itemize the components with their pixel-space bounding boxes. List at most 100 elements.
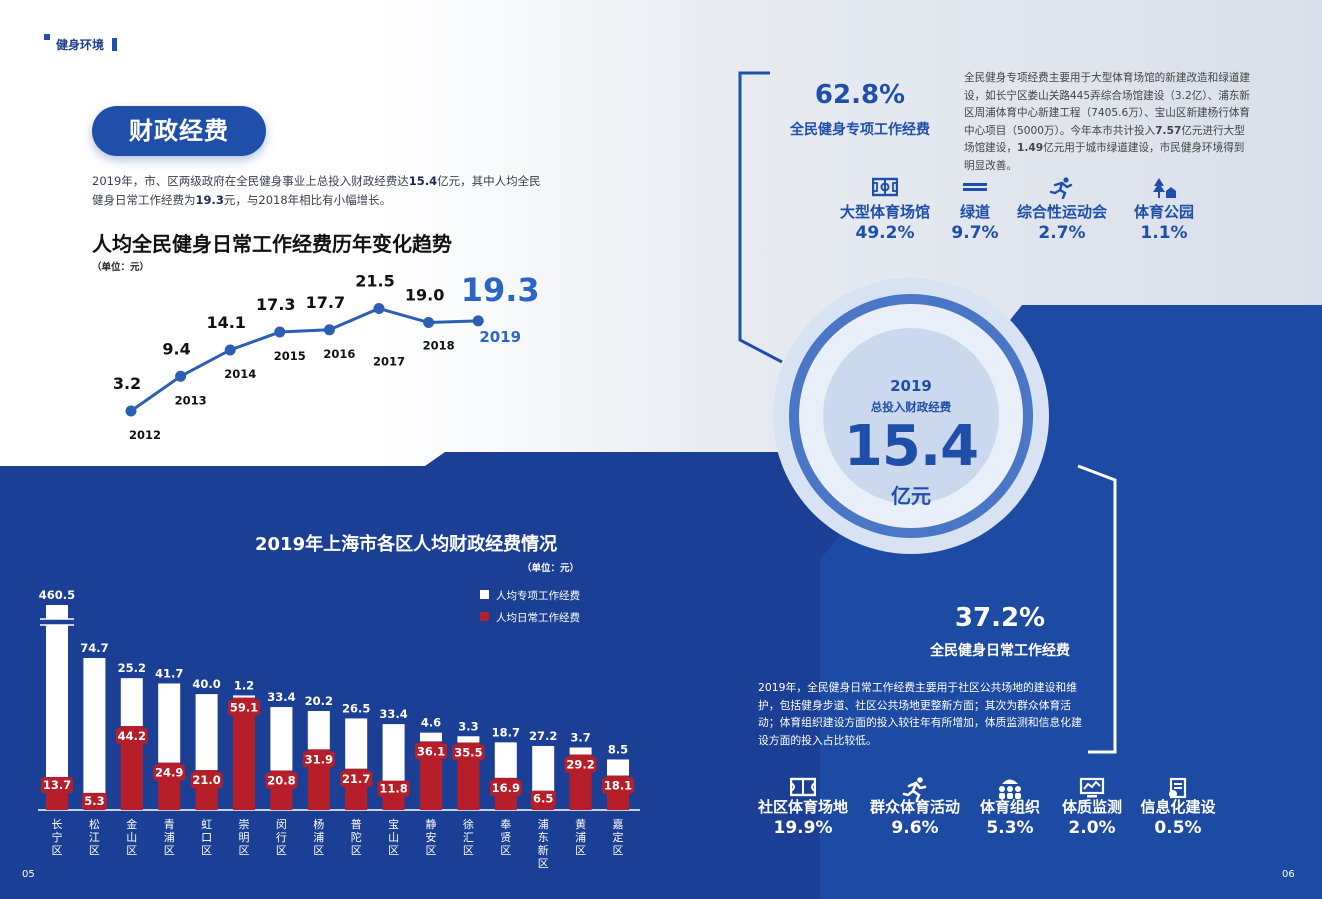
bar-category-label: 奉 — [500, 817, 511, 831]
funding-item-label: 体育公园 — [1133, 203, 1194, 221]
trend-point — [274, 326, 286, 338]
funding-item-label: 体质监测 — [1061, 798, 1122, 816]
bar-daily-value-box — [602, 777, 634, 794]
daily-paragraph: 2019年，全民健身日常工作经费主要用于社区公共场地的建设和维护，包括健身步道、… — [758, 681, 1082, 747]
legend-label: 人均专项工作经费 — [496, 589, 580, 602]
tag-bar-icon — [112, 38, 118, 51]
center-disc — [823, 328, 999, 504]
bar-daily-value-box — [115, 728, 148, 745]
bar-category-label: 贤 — [500, 831, 511, 844]
trend-year-label: 2013 — [175, 393, 207, 407]
special-bracket — [738, 71, 783, 364]
bar-daily-value-box — [190, 772, 223, 789]
funding-item-label: 体育组织 — [979, 798, 1040, 816]
bar-category-label: 区 — [538, 857, 549, 870]
trend-point — [373, 303, 385, 315]
trend-value-label: 21.5 — [355, 272, 394, 291]
funding-item: 群众体育活动 9.6% — [855, 797, 975, 839]
bar-category-label: 松 — [89, 817, 100, 831]
bar-category-label: 闵 — [276, 817, 287, 831]
bar-special-segment — [607, 759, 629, 776]
bar-special-segment — [382, 724, 405, 788]
trend-point — [423, 317, 435, 329]
bar-daily-value-box — [564, 756, 597, 773]
bar-daily-value: 31.9 — [305, 752, 333, 766]
bar-special-segment — [457, 736, 480, 743]
bar-unit: （单位：元） — [522, 563, 580, 574]
trend-value-label: 19.0 — [405, 286, 444, 305]
legend-swatch — [480, 612, 489, 621]
bar-special-segment — [420, 732, 442, 742]
bar-daily-value-box — [340, 770, 373, 787]
trend-value-label: 14.1 — [206, 313, 245, 332]
greenway-icon — [962, 177, 988, 201]
trend-value-label: 17.7 — [306, 293, 345, 312]
funding-item-pct: 2.0% — [1068, 818, 1116, 838]
section-tag-text: 健身环境 — [56, 38, 105, 52]
bar-special-value: 41.7 — [155, 666, 183, 680]
bar-special-value: 20.2 — [305, 694, 333, 708]
bar-special-segment — [532, 745, 555, 798]
bar-category-label: 崇 — [239, 818, 250, 831]
bar-special-segment — [120, 678, 143, 727]
bar-daily-value: 35.5 — [454, 746, 482, 760]
bar-category-label: 区 — [463, 844, 474, 857]
bar-category-label: 东 — [538, 831, 549, 844]
trend-year-label: 2016 — [323, 347, 355, 361]
funding-item-pct: 9.7% — [951, 223, 999, 243]
bar-daily-value-box — [81, 792, 107, 809]
bar-category-label: 青 — [164, 818, 175, 831]
running-icon — [902, 777, 928, 805]
bar-category-label: 区 — [239, 844, 250, 857]
bar-special-value: 18.7 — [492, 725, 520, 739]
bar-category-label: 区 — [164, 844, 175, 857]
section-title-pill: 财政经费 — [92, 106, 266, 156]
funding-item-pct: 1.1% — [1140, 223, 1188, 243]
bar-category-label: 杨 — [313, 817, 324, 831]
funding-item-pct: 5.3% — [986, 818, 1034, 838]
bar-daily-value-box — [530, 790, 556, 807]
bar-category-label: 明 — [239, 831, 250, 844]
funding-item: 综合性运动会 2.7% — [1002, 202, 1122, 244]
bar-category-label: 嘉 — [613, 817, 624, 831]
center-unit: 亿元 — [891, 484, 931, 508]
page-number-right: 06 — [1282, 869, 1295, 880]
bar-daily-value-box — [452, 744, 485, 761]
tag-square-icon — [44, 34, 50, 40]
monitor-icon — [1079, 777, 1105, 803]
trend-value-label: 19.3 — [461, 271, 540, 309]
funding-item-pct: 49.2% — [855, 223, 915, 243]
bar-daily-value: 24.9 — [155, 766, 183, 780]
bar-daily-value: 36.1 — [417, 744, 445, 758]
bar-category-label: 区 — [201, 844, 212, 857]
bar-category-label: 安 — [426, 830, 437, 844]
special-paragraph: 全民健身专项经费主要用于大型体育场馆的新建改造和绿道建设，如长宁区娄山关路445… — [964, 72, 1251, 172]
bar-category-label: 浦 — [313, 831, 324, 844]
bar-special-value: 1.2 — [234, 678, 254, 692]
funding-item: 体育组织 5.3% — [950, 797, 1070, 839]
bar-daily-value: 13.7 — [43, 778, 71, 792]
funding-item-pct: 0.5% — [1154, 818, 1202, 838]
trend-point — [224, 344, 236, 356]
bar-daily-value: 21.0 — [192, 773, 220, 787]
bar-special-value: 460.5 — [39, 588, 75, 602]
center-label: 总投入财政经费 — [870, 400, 952, 414]
bar-daily-value: 11.8 — [379, 782, 407, 796]
bar-category-label: 虹 — [201, 818, 212, 831]
court-icon — [789, 777, 817, 801]
bar-daily-value: 5.3 — [84, 794, 104, 808]
trend-unit: （单位：元） — [92, 262, 150, 273]
trend-chart-title: 人均全民健身日常工作经费历年变化趋势 — [92, 232, 452, 256]
daily-bracket — [1077, 464, 1117, 754]
bar-daily-segment — [120, 726, 143, 810]
bar-category-label: 陀 — [351, 830, 362, 844]
bar-daily-value: 20.8 — [267, 773, 295, 787]
bar-daily-value: 6.5 — [533, 792, 553, 806]
bar-category-label: 区 — [388, 844, 399, 857]
funding-item-pct: 9.6% — [891, 818, 939, 838]
bar-daily-value: 18.1 — [604, 779, 632, 793]
legend-swatch — [480, 590, 489, 599]
trend-point — [125, 405, 137, 417]
section-tag: 健身环境 — [44, 34, 118, 53]
bar-daily-value: 44.2 — [118, 729, 146, 743]
